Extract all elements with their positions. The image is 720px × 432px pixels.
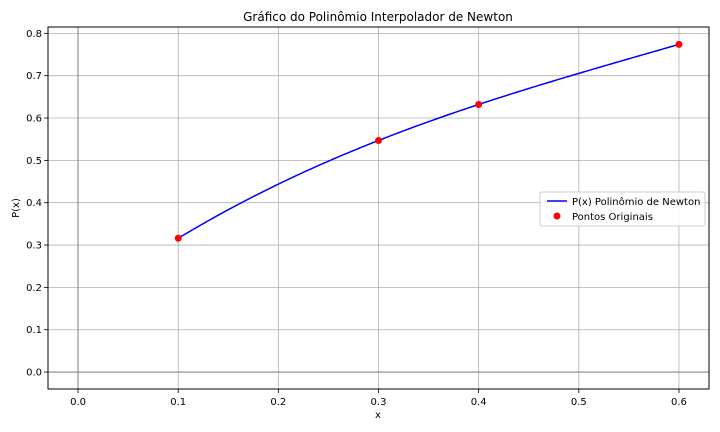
x-tick-label: 0.3 [371,397,387,408]
legend-label-polynomial: P(x) Polinômio de Newton [572,196,700,208]
x-tick-label: 0.1 [170,397,186,408]
y-tick-label: 0.8 [26,29,42,40]
y-axis-ticks: 0.0 0.1 0.2 0.3 0.4 0.5 0.6 0.7 0.8 [26,29,48,379]
legend-marker-swatch [553,212,561,220]
polynomial-curve [177,43,680,239]
y-tick-label: 0.5 [26,156,42,167]
y-tick-label: 0.2 [26,283,42,294]
y-tick-label: 0.7 [26,71,42,82]
x-tick-label: 0.5 [571,397,587,408]
y-tick-label: 0.0 [26,368,42,379]
original-point [375,136,382,144]
original-point [675,40,683,48]
x-tick-label: 0.4 [471,397,487,408]
x-tick-label: 0.0 [70,397,86,408]
original-point [475,100,483,108]
y-axis-label: P(x) [11,198,22,218]
y-tick-label: 0.4 [26,198,42,209]
zero-axis-lines [48,27,709,389]
x-axis-label: x [375,410,381,421]
x-axis-ticks: 0.0 0.1 0.2 0.3 0.4 0.5 0.6 [70,389,687,408]
chart-title: Gráfico do Polinômio Interpolador de New… [243,10,513,24]
y-tick-label: 0.1 [26,325,42,336]
y-tick-label: 0.3 [26,241,42,252]
legend-label-points: Pontos Originais [572,212,653,223]
original-point [174,234,182,242]
y-tick-label: 0.6 [26,114,42,125]
x-tick-label: 0.2 [270,397,286,408]
x-tick-label: 0.6 [671,397,687,408]
legend: P(x) Polinômio de Newton Pontos Originai… [539,191,706,227]
plot-area [174,40,683,242]
legend-box [539,191,706,227]
